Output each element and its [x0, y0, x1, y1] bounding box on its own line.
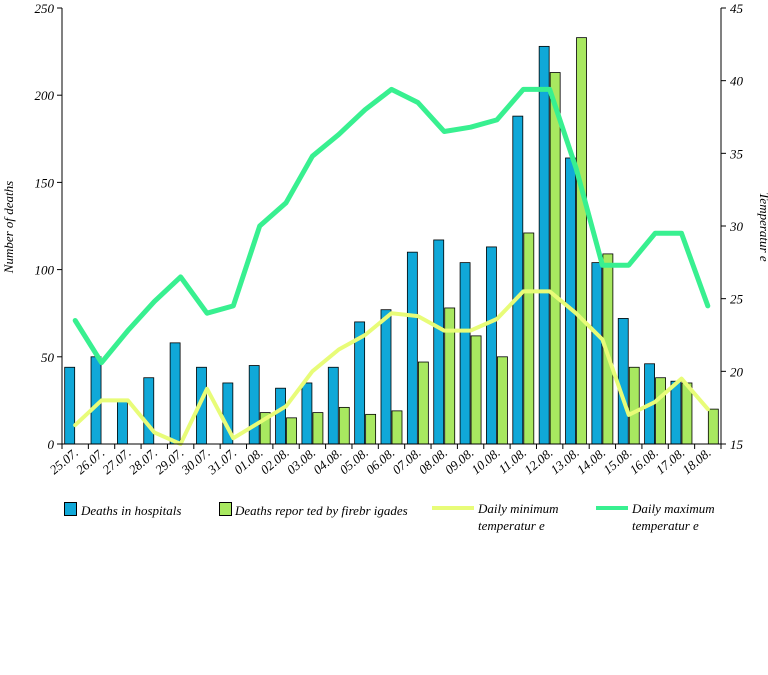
- x-tick-label-15.08.: 15.08.: [600, 445, 635, 477]
- x-tick-label-18.08.: 18.08.: [679, 445, 714, 477]
- x-tick-label-14.08.: 14.08.: [574, 445, 609, 477]
- bar-firebrigades-18.08.: [707, 408, 719, 445]
- bar-firebrigades-12.08.: [549, 72, 561, 445]
- bar-firebrigades-08.08.: [444, 307, 456, 445]
- bar-hospitals-08.08.: [433, 239, 445, 445]
- bar-firebrigades-16.08.: [655, 377, 666, 445]
- legend-label-tmin-line1: Daily minimum: [478, 501, 559, 516]
- bar-firebrigades-02.08.: [286, 417, 297, 445]
- bar-firebrigades-15.08.: [628, 366, 640, 445]
- bar-firebrigades-10.08.: [497, 356, 508, 445]
- bar-firebrigades-06.08.: [391, 410, 403, 445]
- legend-swatch-firebrigades: [219, 502, 232, 516]
- series-line-daily-maximum: [72, 86, 711, 366]
- x-tick-label-02.08.: 02.08.: [257, 445, 292, 477]
- legend-label-firebrigades: Deaths repor ted by firebr igades: [235, 503, 408, 518]
- bar-firebrigades-17.08.: [681, 382, 693, 445]
- x-tick-label-09.08.: 09.08.: [442, 445, 477, 477]
- bar-hospitals-03.08.: [301, 382, 313, 445]
- y2-tick-label-15: 15: [730, 437, 744, 452]
- x-tick-label-13.08.: 13.08.: [547, 445, 582, 477]
- y-tick-label-250: 250: [35, 1, 55, 16]
- y2-tick-label-25: 25: [730, 292, 744, 307]
- y2-axis-label: Temperatur e: [757, 192, 768, 261]
- x-tick-label-16.08.: 16.08.: [626, 445, 661, 477]
- bar-hospitals-11.08.: [512, 115, 524, 445]
- bar-hospitals-06.08.: [380, 309, 392, 445]
- bar-hospitals-04.08.: [327, 366, 339, 445]
- x-tick-label-08.08.: 08.08.: [416, 445, 451, 477]
- x-tick-label-17.08.: 17.08.: [653, 445, 688, 477]
- x-tick-label-12.08.: 12.08.: [521, 445, 556, 477]
- x-tick-label-29.07.: 29.07.: [152, 445, 187, 477]
- x-tick-label-07.08.: 07.08.: [389, 445, 424, 477]
- legend-label-hospitals: Deaths in hospitals: [81, 503, 182, 518]
- x-tick-label-27.07.: 27.07.: [99, 445, 134, 477]
- y-tick-label-150: 150: [35, 175, 55, 190]
- legend-swatch-tmin: [432, 506, 474, 510]
- bar-hospitals-17.08.: [670, 380, 682, 445]
- bar-hospitals-27.07.: [117, 399, 128, 445]
- bar-firebrigades-11.08.: [523, 232, 535, 445]
- bar-firebrigades-05.08.: [365, 413, 377, 445]
- legend-label-tmin-line2: temperatur e: [478, 518, 545, 533]
- bar-hospitals-14.08.: [591, 262, 603, 445]
- bar-firebrigades-13.08.: [576, 37, 587, 445]
- x-tick-label-03.08.: 03.08.: [284, 445, 319, 477]
- y2-tick-label-20: 20: [730, 364, 744, 379]
- x-tick-label-28.07.: 28.07.: [126, 445, 161, 477]
- bar-hospitals-15.08.: [617, 318, 629, 445]
- x-tick-label-26.07.: 26.07.: [73, 445, 108, 477]
- bars-layer: [64, 37, 719, 445]
- bar-hospitals-29.07.: [169, 342, 181, 445]
- legend-swatch-tmax: [596, 506, 628, 510]
- bar-firebrigades-04.08.: [338, 406, 350, 445]
- legend-label-tmax-line1: Daily maximum: [632, 501, 715, 516]
- y-tick-label-0: 0: [48, 437, 55, 452]
- x-tick-label-10.08.: 10.08.: [468, 445, 503, 477]
- bar-hospitals-10.08.: [486, 246, 497, 445]
- bar-hospitals-09.08.: [459, 262, 471, 445]
- x-tick-label-01.08.: 01.08.: [231, 445, 266, 477]
- x-tick-label-31.07.: 31.07.: [204, 445, 239, 478]
- x-tick-label-11.08.: 11.08.: [495, 445, 529, 477]
- legend-swatch-hospitals: [64, 502, 77, 516]
- y2-tick-label-30: 30: [729, 219, 744, 234]
- x-tick-label-06.08.: 06.08.: [363, 445, 398, 477]
- y2-tick-label-45: 45: [730, 1, 744, 16]
- bar-firebrigades-03.08.: [312, 412, 324, 445]
- x-tick-label-04.08.: 04.08.: [310, 445, 345, 477]
- bar-hospitals-28.07.: [143, 377, 155, 445]
- y-tick-label-200: 200: [35, 88, 55, 103]
- x-tick-label-05.08.: 05.08.: [337, 445, 372, 477]
- y2-tick-label-35: 35: [729, 146, 744, 161]
- bar-hospitals-01.08.: [248, 365, 260, 445]
- y-axis-label: Number of deaths: [1, 181, 16, 274]
- y2-tick-label-40: 40: [730, 74, 744, 89]
- bar-firebrigades-09.08.: [470, 335, 482, 445]
- y-tick-label-50: 50: [41, 350, 55, 365]
- bar-hospitals-02.08.: [275, 387, 286, 445]
- legend-label-tmin: Daily minimum temperatur e: [478, 500, 559, 534]
- bar-hospitals-25.07.: [64, 366, 76, 445]
- bar-hospitals-13.08.: [565, 157, 576, 445]
- x-tick-label-30.07.: 30.07.: [178, 445, 213, 478]
- legend-label-tmax: Daily maximum temperatur e: [632, 500, 715, 534]
- bar-hospitals-12.08.: [538, 45, 550, 445]
- y-tick-label-100: 100: [35, 263, 55, 278]
- bar-firebrigades-07.08.: [417, 361, 429, 445]
- bar-hospitals-07.08.: [406, 251, 418, 445]
- legend-label-tmax-line2: temperatur e: [632, 518, 699, 533]
